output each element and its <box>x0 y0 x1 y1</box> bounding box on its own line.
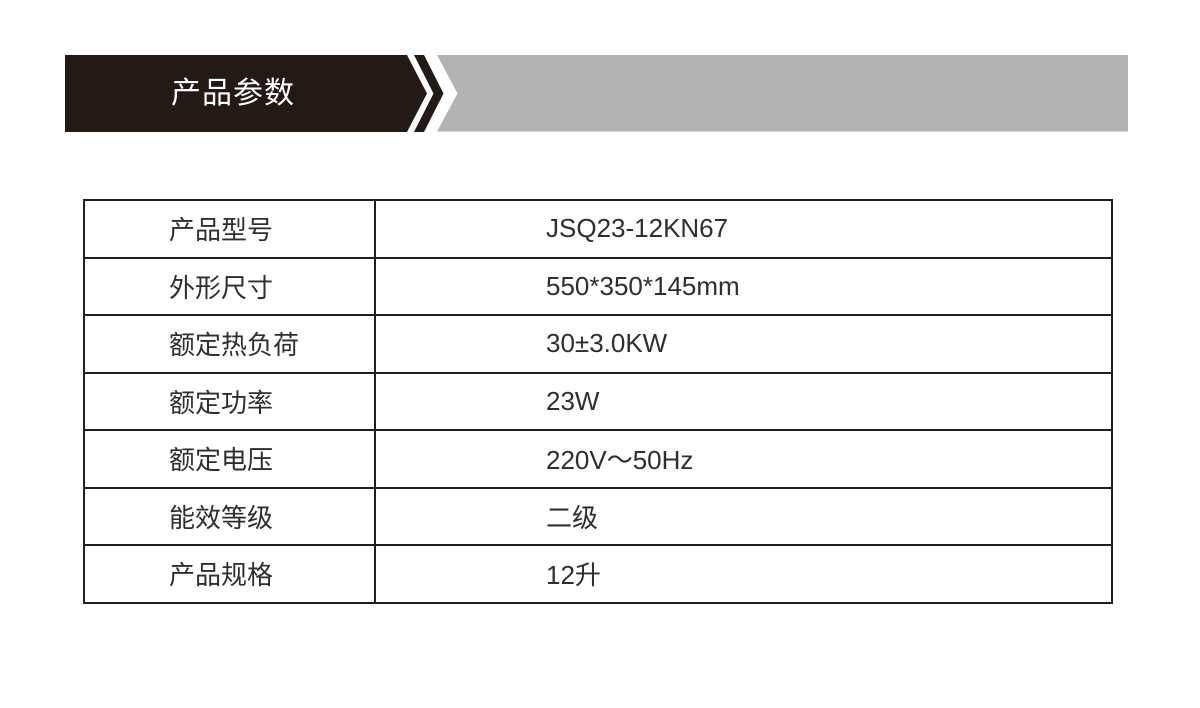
spec-label-cell: 产品规格 <box>83 544 376 604</box>
table-row: 额定热负荷 30±3.0KW <box>83 314 1113 374</box>
spec-label-cell: 额定电压 <box>83 429 376 489</box>
spec-label-cell: 外形尺寸 <box>83 256 376 316</box>
header-banner <box>65 55 1128 132</box>
spec-label-cell: 额定热负荷 <box>83 314 376 374</box>
section-title: 产品参数 <box>171 77 295 110</box>
chevron-icon <box>414 55 444 132</box>
spec-label-cell: 产品型号 <box>83 199 376 259</box>
spec-value-cell: 30±3.0KW <box>374 314 1113 374</box>
spec-label-cell: 额定功率 <box>83 371 376 431</box>
table-row: 额定电压 220V～50Hz <box>83 429 1113 489</box>
table-row: 产品规格 12升 <box>83 544 1113 604</box>
table-row: 额定功率 23W <box>83 371 1113 431</box>
spec-value-cell: 550*350*145mm <box>374 256 1113 316</box>
table-row: 外形尺寸 550*350*145mm <box>83 256 1113 316</box>
spec-value-cell: 220V～50Hz <box>374 429 1113 489</box>
table-row: 能效等级 二级 <box>83 486 1113 546</box>
spec-value-cell: 23W <box>374 371 1113 431</box>
header-banner-shape <box>65 55 427 132</box>
spec-value-cell: 12升 <box>374 544 1113 604</box>
table-row: 产品型号 JSQ23-12KN67 <box>83 199 1113 259</box>
spec-table: 产品型号 JSQ23-12KN67 外形尺寸 550*350*145mm 额定热… <box>83 199 1113 604</box>
spec-value-cell: 二级 <box>374 486 1113 546</box>
header-gray-bar <box>437 55 1128 132</box>
spec-value-cell: JSQ23-12KN67 <box>374 199 1113 259</box>
spec-label-cell: 能效等级 <box>83 486 376 546</box>
